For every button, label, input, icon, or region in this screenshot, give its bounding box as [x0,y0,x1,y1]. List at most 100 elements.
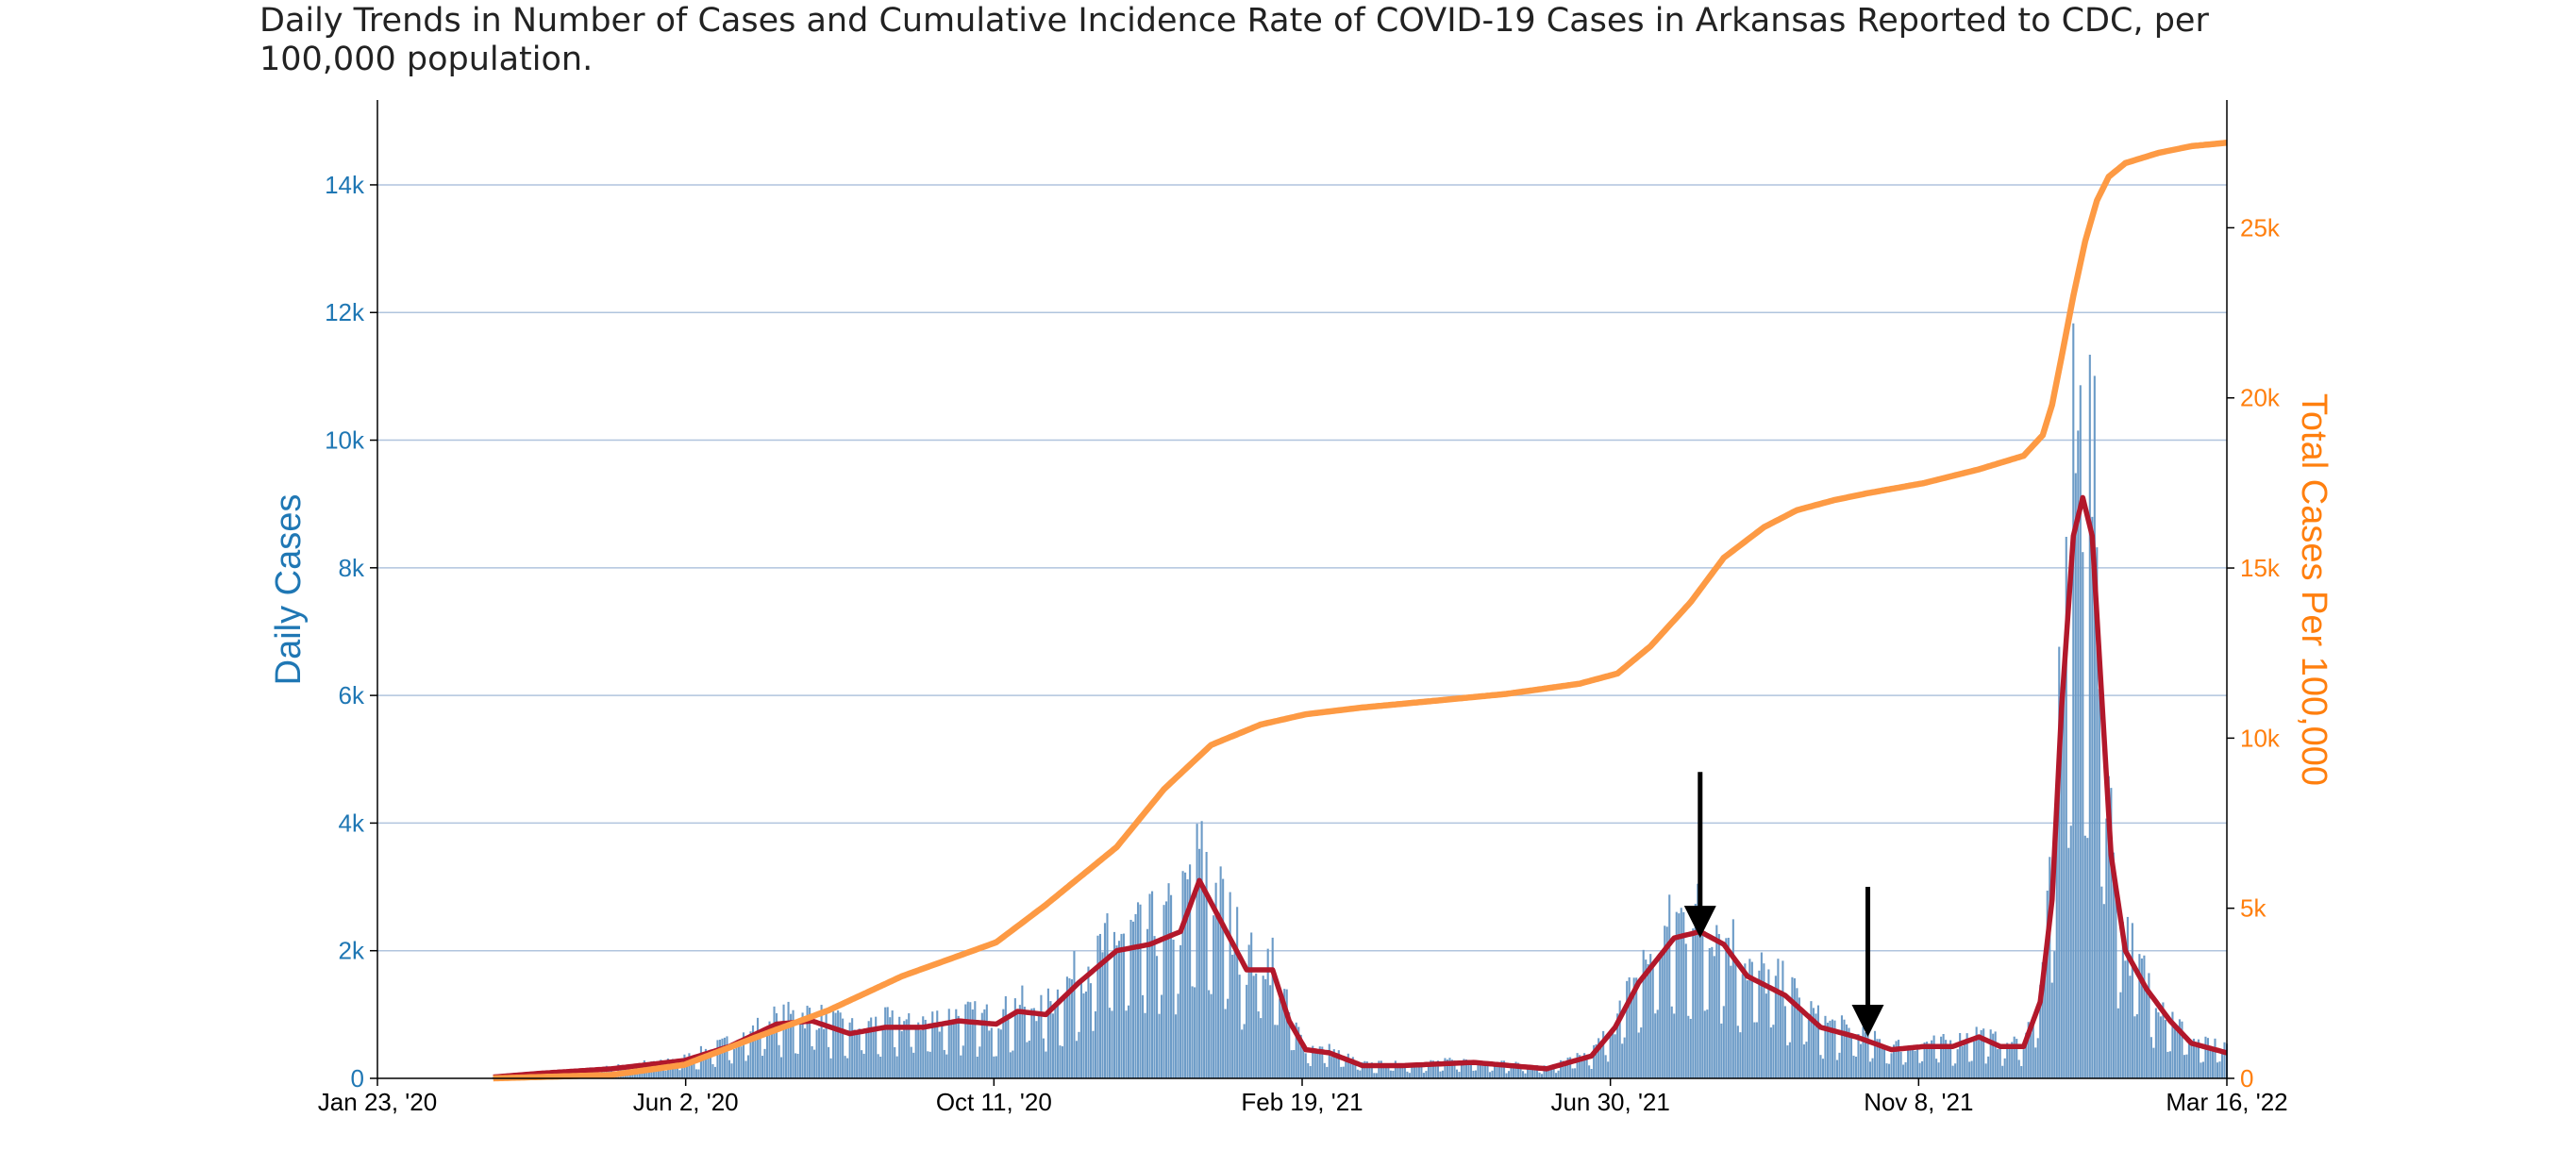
daily-case-bar [1921,1060,1924,1078]
daily-case-bar [1332,1049,1335,1078]
daily-case-bar [1018,1005,1021,1078]
daily-case-bar [813,1049,816,1078]
daily-case-bar [1651,966,1654,1078]
daily-case-bar [1748,959,1751,1078]
daily-case-bar [1670,1006,1673,1078]
daily-case-bar [966,1001,969,1078]
daily-case-bar [974,1001,977,1078]
daily-case-bar [2133,1016,2136,1078]
daily-case-bar [1163,905,1165,1078]
daily-case-bar [795,1053,797,1078]
y-right-tick-label: 10k [2240,724,2281,752]
daily-case-bar [801,1012,804,1078]
daily-case-bar [1524,1073,1527,1078]
daily-case-bar [1734,959,1737,1078]
moving-average-line [493,494,2228,1080]
daily-case-bar [927,1051,929,1078]
daily-case-bar [2030,1032,2032,1078]
daily-case-bar [1063,996,1066,1078]
daily-case-bar [2044,968,2047,1078]
daily-case-bar [1826,1022,1830,1078]
daily-case-bar [2183,1055,2185,1078]
daily-case-bar [799,1024,802,1078]
axes: 0 2k 4k 6k 8k 10k 12k 14k 0 5k 10k 15k 20k 25k Jan 23,… [318,100,2288,1116]
daily-case-bar [1502,1060,1506,1078]
daily-case-bar [785,1026,788,1078]
daily-case-bar [1087,966,1090,1078]
daily-case-bar [2171,1011,2174,1078]
daily-case-bar [1246,984,1248,1078]
daily-case-bar [1824,1015,1827,1078]
daily-case-bar [697,1069,700,1078]
daily-case-bar [872,1027,875,1078]
daily-case-bar [1982,1028,1985,1078]
daily-case-bar [1902,1064,1905,1078]
daily-case-bar [1373,1073,1376,1078]
daily-case-bar [2152,1047,2155,1078]
daily-case-bar [1262,976,1264,1078]
daily-case-bar [839,1012,842,1078]
daily-case-bar [1616,1013,1619,1078]
daily-case-bar [1698,901,1701,1078]
daily-case-bar [2115,892,2117,1078]
daily-case-bar [1312,1045,1314,1078]
daily-case-bar [1987,1056,1990,1078]
daily-case-bar [1533,1068,1536,1078]
daily-case-bar [1585,1057,1588,1078]
daily-case-bar [1945,1040,1948,1078]
daily-case-bar [678,1070,681,1078]
daily-case-bar [908,1013,911,1078]
annotation-arrows [1683,772,1884,1038]
daily-case-bar [1838,1052,1841,1078]
daily-case-bar [1120,933,1123,1078]
daily-case-bar [1769,1027,1772,1078]
daily-case-bar [702,1055,705,1078]
daily-case-bar [1231,954,1234,1078]
daily-case-bar [2063,658,2066,1078]
daily-case-bar [1467,1060,1470,1078]
daily-case-bar [829,1058,832,1078]
daily-case-bar [1673,1013,1676,1078]
daily-case-bar [1612,1032,1614,1078]
daily-case-bar [647,1070,650,1078]
daily-case-bar [1035,1021,1038,1078]
daily-case-bar [1975,1026,1978,1078]
daily-case-bar [1546,1065,1548,1078]
daily-case-bar [1247,944,1250,1078]
daily-case-bar [2195,1042,2198,1078]
daily-case-bar [1491,1070,1494,1078]
y-right-tick-label: 20k [2240,384,2281,412]
daily-case-bar [1531,1069,1534,1078]
daily-case-bar [1280,996,1283,1078]
daily-case-bar [2173,1026,2176,1078]
daily-case-bar [856,1033,859,1078]
daily-case-bar [2176,1028,2179,1078]
daily-case-bar [1434,1061,1437,1078]
daily-case-bar [862,1053,865,1078]
daily-case-bar [910,1046,912,1078]
daily-case-bar [1659,954,1662,1078]
daily-case-bar [823,1028,826,1078]
daily-case-bar [2069,826,2072,1078]
daily-case-bar [1777,959,1780,1078]
daily-case-bar [903,1021,906,1078]
daily-case-bar [1595,1043,1597,1078]
daily-case-bar [1640,1027,1643,1078]
daily-case-bar [2149,1037,2152,1078]
daily-case-bar [1994,1031,1997,1078]
daily-case-bar [1380,1060,1382,1078]
daily-case-bar [1079,978,1083,1078]
annotation-arrow-head [1683,906,1716,939]
cumulative-incidence-line [492,140,2228,1082]
daily-case-bar [749,1031,752,1078]
daily-case-bar [744,1060,747,1078]
daily-case-bar [694,1069,697,1078]
daily-case-bar [1224,1009,1227,1078]
daily-case-bar [1637,1032,1640,1078]
daily-case-bar [1631,998,1633,1078]
daily-case-bar [1307,1062,1310,1078]
daily-case-bar [865,1028,868,1078]
daily-case-bar [1337,1050,1340,1078]
daily-case-bar [1436,1060,1439,1078]
daily-case-bar [2110,788,2113,1078]
